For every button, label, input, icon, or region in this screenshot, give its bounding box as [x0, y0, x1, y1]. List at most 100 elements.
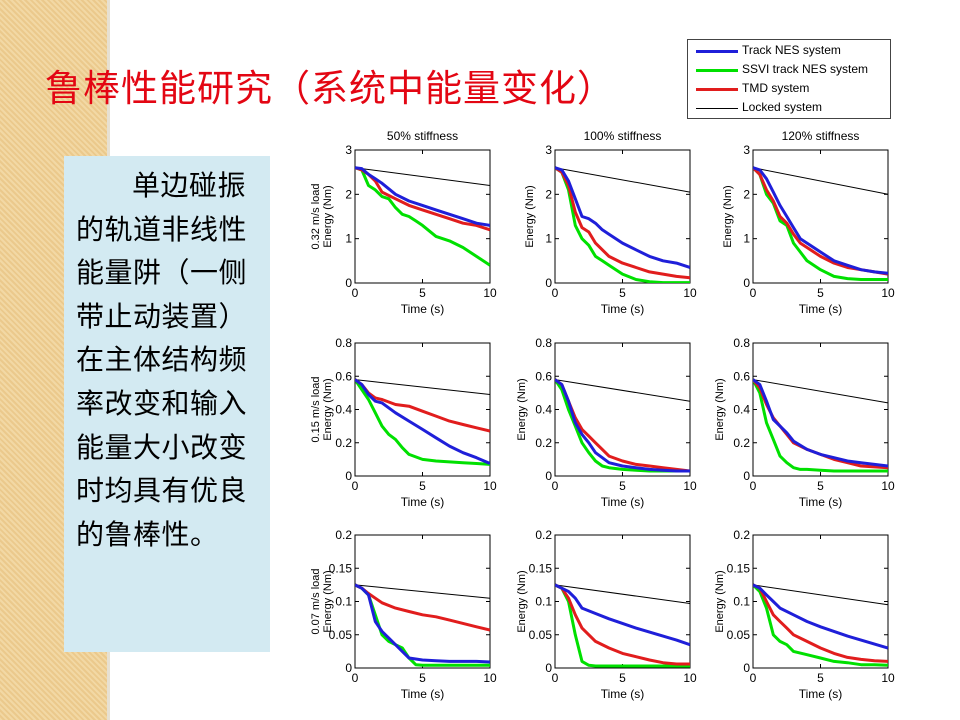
y-tick-label: 2 — [545, 187, 552, 201]
y-tick-label: 0 — [345, 276, 352, 290]
y-tick-label: 0 — [545, 276, 552, 290]
x-tick-label: 5 — [817, 671, 824, 685]
plot-frame — [554, 342, 691, 477]
plot-frame — [752, 534, 889, 669]
x-axis-label: Time (s) — [401, 495, 445, 509]
series-line-ssvi-track-nes-system — [355, 166, 490, 267]
legend-swatch — [696, 49, 738, 53]
plot-frame — [354, 534, 491, 669]
x-tick-label: 0 — [352, 286, 359, 300]
series-line-locked-system — [555, 379, 690, 402]
y-tick-label: 0.4 — [535, 403, 552, 417]
x-tick-label: 5 — [619, 479, 626, 493]
y-tick-label: 0.15 — [529, 561, 553, 575]
y-tick-label: 0.2 — [335, 436, 352, 450]
y-axis-label: Energy (Nm) — [722, 185, 734, 247]
x-tick-label: 5 — [619, 286, 626, 300]
y-axis-label: 0.07 m/s load — [310, 568, 322, 634]
x-axis-label: Time (s) — [401, 302, 445, 316]
series-line-ssvi-track-nes-system — [753, 378, 888, 473]
y-tick-label: 0 — [743, 661, 750, 675]
y-tick-label: 2 — [345, 187, 352, 201]
x-tick-label: 10 — [683, 286, 697, 300]
x-axis-label: Time (s) — [799, 302, 843, 316]
y-tick-label: 0.6 — [535, 369, 552, 383]
series-line-track-nes-system — [355, 166, 490, 227]
slide-title: 鲁棒性能研究（系统中能量变化） — [45, 67, 615, 110]
series-line-ssvi-track-nes-system — [555, 378, 690, 473]
column-title: 120% stiffness — [782, 129, 860, 143]
x-tick-label: 5 — [419, 479, 426, 493]
plot-frame — [752, 149, 889, 284]
legend-entry-tmd: TMD system — [688, 80, 890, 98]
y-tick-label: 0.15 — [727, 561, 751, 575]
note-text: 单边碰振的轨道非线性能量阱（一侧带止动装置）在主体结构频率改变和输入能量大小改变… — [76, 169, 248, 551]
legend-swatch — [696, 68, 738, 72]
series-line-tmd-system — [753, 166, 888, 276]
legend-label: TMD system — [742, 81, 810, 95]
column-title: 100% stiffness — [584, 129, 662, 143]
y-tick-label: 0.1 — [535, 595, 552, 609]
x-tick-label: 5 — [817, 479, 824, 493]
y-tick-label: 0.15 — [329, 561, 353, 575]
series-line-locked-system — [355, 167, 490, 186]
x-axis-label: Time (s) — [401, 687, 445, 701]
plot-frame — [354, 149, 491, 284]
y-tick-label: 0.6 — [335, 369, 352, 383]
x-tick-label: 5 — [817, 286, 824, 300]
y-tick-label: 0.4 — [733, 403, 750, 417]
y-axis-label: 0.15 m/s load — [310, 376, 322, 442]
series-line-locked-system — [355, 379, 490, 395]
x-tick-label: 5 — [419, 671, 426, 685]
series-line-tmd-system — [355, 378, 490, 433]
x-axis-label: Time (s) — [601, 495, 645, 509]
y-tick-label: 0.1 — [335, 595, 352, 609]
legend-swatch — [696, 107, 738, 109]
y-tick-label: 1 — [345, 232, 352, 246]
y-tick-label: 3 — [743, 143, 750, 157]
plot-frame — [554, 149, 691, 284]
y-tick-label: 0 — [345, 469, 352, 483]
series-line-tmd-system — [555, 583, 690, 666]
series-line-ssvi-track-nes-system — [555, 166, 690, 283]
series-line-locked-system — [355, 584, 490, 599]
series-line-ssvi-track-nes-system — [753, 166, 888, 281]
plot-frame — [554, 534, 691, 669]
x-tick-label: 0 — [552, 286, 559, 300]
y-tick-label: 0 — [545, 661, 552, 675]
y-axis-label: Energy (Nm) — [714, 570, 726, 632]
series-line-ssvi-track-nes-system — [355, 378, 490, 466]
series-line-track-nes-system — [555, 166, 690, 269]
y-tick-label: 3 — [345, 143, 352, 157]
series-line-track-nes-system — [555, 583, 690, 647]
y-tick-label: 0.05 — [529, 628, 553, 642]
y-tick-label: 0.8 — [535, 336, 552, 350]
x-tick-label: 10 — [683, 671, 697, 685]
legend-label: SSVI track NES system — [742, 62, 869, 76]
series-line-ssvi-track-nes-system — [355, 583, 490, 667]
x-tick-label: 0 — [352, 671, 359, 685]
x-axis-label: Time (s) — [799, 687, 843, 701]
column-title: 50% stiffness — [387, 129, 458, 143]
series-line-track-nes-system — [753, 583, 888, 650]
series-line-tmd-system — [753, 583, 888, 663]
series-line-tmd-system — [355, 166, 490, 232]
series-line-tmd-system — [753, 378, 888, 470]
x-tick-label: 0 — [552, 671, 559, 685]
x-axis-label: Time (s) — [799, 495, 843, 509]
x-tick-label: 10 — [683, 479, 697, 493]
legend-swatch — [696, 87, 738, 91]
y-tick-label: 0.2 — [335, 528, 352, 542]
y-axis-label: Energy (Nm) — [322, 185, 334, 247]
series-line-locked-system — [555, 167, 690, 193]
series-line-locked-system — [753, 379, 888, 404]
y-tick-label: 0 — [743, 276, 750, 290]
legend-entry-ssvi-track-nes: SSVI track NES system — [688, 61, 890, 79]
x-tick-label: 0 — [750, 479, 757, 493]
series-line-ssvi-track-nes-system — [555, 583, 690, 668]
y-tick-label: 0.05 — [727, 628, 751, 642]
y-axis-label: Energy (Nm) — [322, 570, 334, 632]
x-tick-label: 0 — [552, 479, 559, 493]
series-line-ssvi-track-nes-system — [753, 583, 888, 667]
x-tick-label: 10 — [483, 286, 497, 300]
